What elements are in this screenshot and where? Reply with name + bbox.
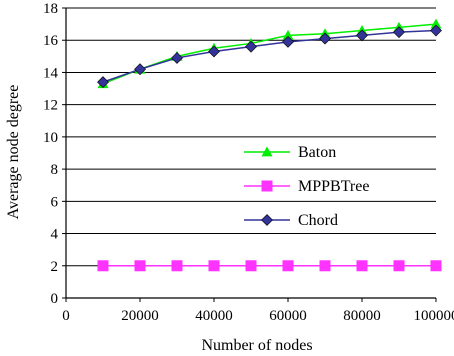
series-mppbtree xyxy=(97,260,442,272)
series-line xyxy=(102,23,437,85)
legend-marker xyxy=(261,180,273,192)
x-tick-labels: 0 20000 40000 60000 80000 100000 xyxy=(62,308,454,324)
data-point xyxy=(134,260,146,272)
y-tick-label: 10 xyxy=(43,130,58,146)
y-tick-label: 18 xyxy=(43,1,58,17)
data-point xyxy=(134,63,146,76)
data-point xyxy=(208,260,220,272)
data-point xyxy=(356,29,368,42)
legend-label: Chord xyxy=(298,212,338,229)
x-tick-label: 100000 xyxy=(414,308,454,324)
legend-marker xyxy=(261,146,273,157)
x-tick-label: 40000 xyxy=(195,308,233,324)
data-point xyxy=(282,260,294,272)
legend-item: Chord xyxy=(244,212,338,229)
data-point xyxy=(393,260,405,272)
y-tick-label: 8 xyxy=(51,162,59,178)
data-point xyxy=(245,260,257,272)
data-point xyxy=(97,76,109,89)
series-baton xyxy=(97,18,442,89)
legend: Baton MPPBTree Chord xyxy=(244,144,369,229)
legend-item: MPPBTree xyxy=(244,178,369,195)
data-point xyxy=(282,29,294,40)
data-point xyxy=(282,35,294,48)
axes xyxy=(62,7,437,302)
y-tick-label: 0 xyxy=(51,291,59,307)
data-point xyxy=(430,24,442,37)
legend-label: MPPBTree xyxy=(298,178,369,195)
series-chord xyxy=(97,24,442,89)
y-tick-label: 12 xyxy=(43,98,58,114)
series-group xyxy=(97,18,442,272)
data-point xyxy=(208,45,220,58)
data-point xyxy=(356,260,368,272)
data-point xyxy=(245,40,257,53)
legend-item: Baton xyxy=(244,144,336,161)
y-tick-label: 16 xyxy=(43,33,59,49)
data-point xyxy=(393,26,405,39)
x-axis-label: Number of nodes xyxy=(201,337,312,354)
data-point xyxy=(319,260,331,272)
data-point xyxy=(97,260,109,272)
y-tick-label: 4 xyxy=(51,227,59,243)
y-tick-label: 14 xyxy=(43,65,59,81)
data-point xyxy=(430,18,442,29)
legend-label: Baton xyxy=(298,144,336,161)
x-tick-label: 80000 xyxy=(343,308,381,324)
x-tick-label: 0 xyxy=(62,308,70,324)
data-point xyxy=(319,32,331,45)
x-tick-label: 60000 xyxy=(269,308,307,324)
x-tick-label: 20000 xyxy=(121,308,159,324)
data-point xyxy=(430,260,442,272)
y-axis-label: Average node degree xyxy=(5,85,22,220)
data-point xyxy=(171,260,183,272)
y-tick-labels: 0 2 4 6 8 10 12 14 16 18 xyxy=(43,1,59,307)
series-line xyxy=(102,29,437,83)
gridlines xyxy=(66,7,436,267)
data-point xyxy=(171,52,183,64)
y-tick-label: 2 xyxy=(51,259,59,275)
legend-marker xyxy=(261,214,273,226)
y-tick-label: 6 xyxy=(51,194,59,210)
